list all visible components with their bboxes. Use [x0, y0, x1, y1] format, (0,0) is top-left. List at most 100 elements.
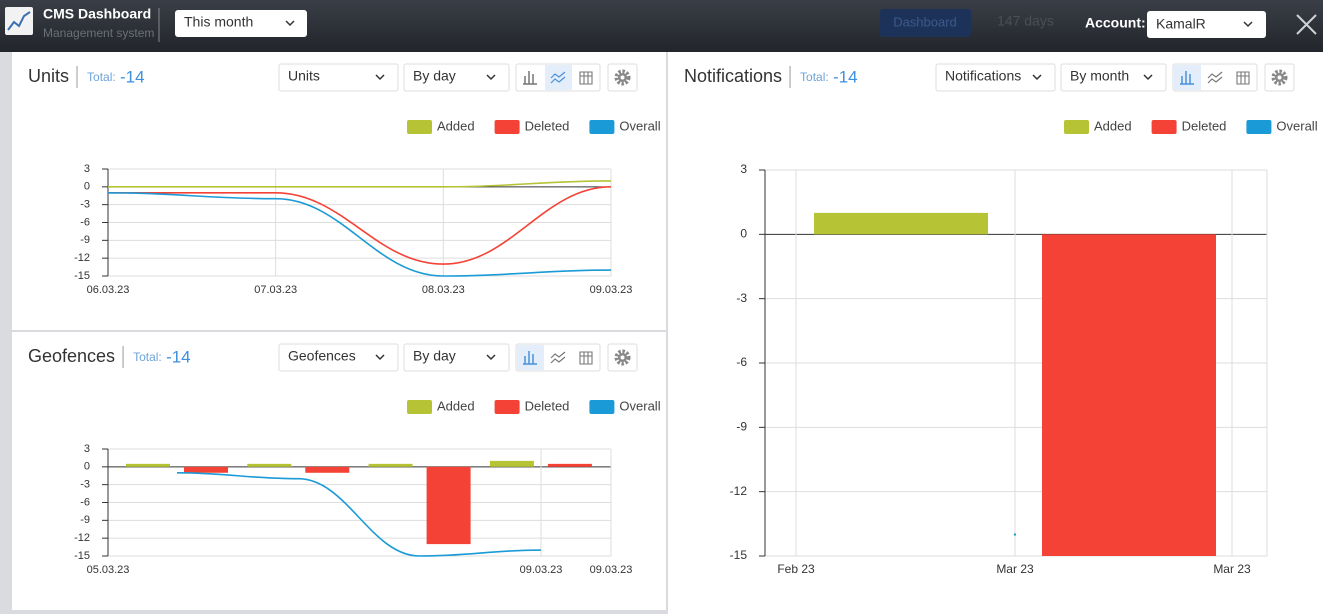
app-title: CMS Dashboard	[43, 6, 151, 22]
view-active	[517, 345, 544, 370]
chevron	[1243, 21, 1253, 28]
tab-button[interactable]	[880, 9, 971, 37]
period-select-text: This month	[184, 14, 253, 30]
y-tick-label: -12	[730, 484, 748, 498]
select[interactable]	[403, 343, 510, 372]
y-tick-label: 3	[740, 162, 747, 176]
bar	[426, 466, 471, 545]
bar	[247, 463, 292, 467]
legend-swatch	[589, 120, 615, 134]
y-tick-label: -15	[74, 270, 90, 282]
legend-label: Overall	[1276, 118, 1317, 133]
legend-label: Overall	[619, 118, 660, 133]
view-active	[545, 65, 572, 90]
series-line	[108, 180, 612, 188]
close-button[interactable]	[1296, 14, 1317, 35]
x-tick-label: 06.03.23	[87, 284, 130, 296]
select-text: By day	[413, 68, 456, 84]
app-subtitle: Management system	[43, 26, 154, 40]
legend-label: Deleted	[525, 118, 570, 133]
select[interactable]	[403, 63, 510, 92]
y-tick-label: -3	[80, 479, 90, 491]
panel-title: Geofences	[28, 346, 115, 366]
legend-swatch	[1246, 120, 1272, 134]
select[interactable]	[278, 343, 399, 372]
table-view-icon[interactable]	[579, 71, 593, 85]
bar	[547, 463, 592, 467]
bar	[814, 212, 988, 235]
y-tick-label: -9	[736, 420, 747, 434]
y-tick-label: -3	[736, 291, 747, 305]
select[interactable]	[1060, 63, 1167, 92]
line-view-icon[interactable]	[1207, 71, 1223, 84]
x-tick-label: Mar 23	[1213, 562, 1251, 576]
settings-icon-hole	[1277, 75, 1282, 80]
bar	[1042, 234, 1216, 557]
y-tick-label: -3	[80, 199, 90, 211]
select[interactable]	[278, 63, 399, 92]
table-view-icon[interactable]	[579, 351, 593, 365]
panel	[668, 52, 1323, 614]
settings-icon-hole	[620, 355, 625, 360]
line-view-icon[interactable]	[550, 71, 566, 84]
chevron	[486, 354, 496, 361]
y-tick-label: -6	[736, 355, 747, 369]
settings-icon	[614, 349, 631, 366]
chevron	[1143, 74, 1153, 81]
legend-swatch	[494, 400, 520, 414]
x-tick-label: 07.03.23	[254, 284, 297, 296]
total-value: -14	[120, 67, 145, 86]
chevron	[1032, 74, 1042, 81]
account-select-text: KamalR	[1156, 16, 1206, 32]
y-tick-label: 0	[740, 227, 747, 241]
total-value: -14	[833, 67, 858, 86]
line-view-icon[interactable]	[550, 351, 566, 364]
select-text: Geofences	[288, 348, 356, 364]
x-tick-label: 09.03.23	[520, 564, 563, 576]
legend-label: Deleted	[1182, 118, 1227, 133]
legend-swatch	[1151, 120, 1177, 134]
series-line	[107, 191, 612, 277]
bar-view-icon[interactable]	[1180, 71, 1194, 85]
legend-label: Deleted	[525, 398, 570, 413]
chevron	[285, 20, 295, 27]
logo-icon	[7, 11, 31, 31]
x-tick-label: 09.03.23	[590, 284, 633, 296]
y-tick-label: 0	[84, 461, 90, 473]
panel-title: Notifications	[684, 66, 782, 86]
y-tick-label: -15	[74, 550, 90, 562]
select-text: Units	[288, 68, 320, 84]
y-tick-label: 3	[84, 443, 90, 455]
legend-label: Added	[1094, 118, 1132, 133]
y-tick-label: -9	[80, 514, 90, 526]
tab-button-text: Dashboard	[893, 14, 957, 29]
y-tick-label: -15	[730, 548, 748, 562]
chevron	[486, 74, 496, 81]
period-select[interactable]	[175, 10, 307, 37]
panel	[12, 52, 666, 330]
view-active	[1174, 65, 1201, 90]
x-tick-label: Feb 23	[777, 562, 815, 576]
total-label: Total:	[800, 70, 829, 84]
y-tick-label: -12	[74, 252, 90, 264]
chevron	[375, 74, 385, 81]
settings-icon	[1271, 69, 1288, 86]
bar-view-icon[interactable]	[523, 351, 537, 365]
account-select[interactable]	[1147, 11, 1266, 38]
legend-label: Added	[437, 118, 475, 133]
chevron	[375, 354, 385, 361]
table-view-icon[interactable]	[1236, 71, 1250, 85]
settings-icon	[614, 69, 631, 86]
y-tick-label: 0	[84, 181, 90, 193]
settings-icon-hole	[620, 75, 625, 80]
total-label: Total:	[87, 70, 116, 84]
select[interactable]	[935, 63, 1056, 92]
legend-swatch	[407, 120, 432, 134]
bar-view-icon[interactable]	[523, 71, 537, 85]
bar	[489, 460, 534, 467]
x-tick-label: Mar 23	[996, 562, 1034, 576]
panel-title: Units	[28, 66, 69, 86]
account-label: Account:	[1085, 15, 1146, 31]
